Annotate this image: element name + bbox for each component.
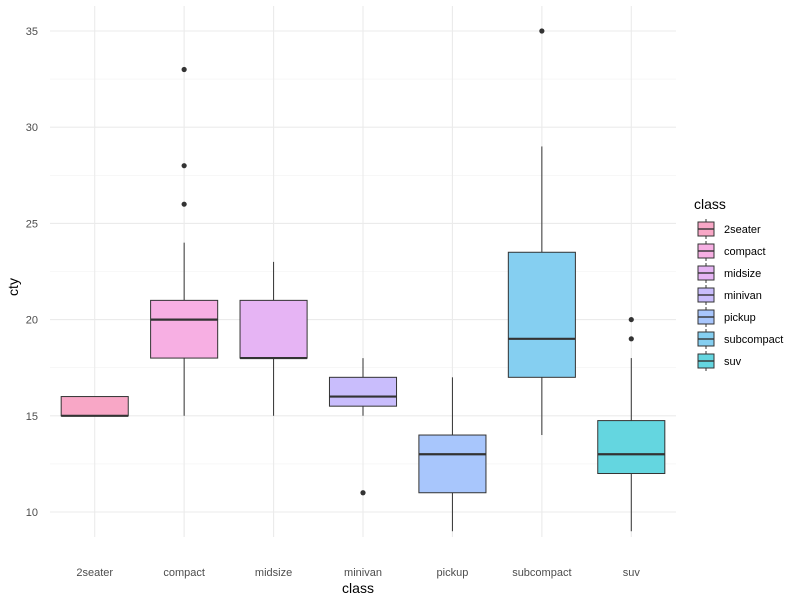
y-tick-label: 25 [26, 218, 38, 230]
outlier-point [181, 201, 187, 207]
legend-label: minivan [724, 290, 762, 302]
x-tick-label: compact [163, 567, 205, 579]
outlier-point [360, 490, 366, 496]
outlier-point [181, 66, 187, 73]
grid-layer [50, 6, 676, 537]
x-axis-title: class [342, 580, 374, 596]
x-tick-label: suv [623, 567, 641, 579]
box-pickup [418, 377, 487, 532]
axis-layer: 10 15 20 25 30 35 2seater compact midsize minivan… [26, 26, 641, 579]
box-midsize [239, 261, 308, 416]
box-body [328, 376, 398, 407]
x-tick-label: midsize [255, 567, 292, 579]
legend-item-midsize: midsize [697, 263, 761, 283]
x-tick-label: 2seater [76, 567, 113, 579]
legend-label: pickup [724, 312, 756, 324]
y-tick-label: 20 [26, 315, 38, 327]
box-body [239, 299, 308, 359]
legend-label: midsize [724, 268, 761, 280]
box-layer [60, 28, 666, 532]
y-axis-title: cty [5, 278, 21, 296]
box-body [60, 396, 129, 417]
legend-label: subcompact [724, 334, 783, 346]
box-compact [150, 66, 219, 416]
legend-item-suv: suv [697, 351, 742, 371]
y-tick-label: 30 [26, 122, 38, 134]
box-subcompact [507, 28, 576, 436]
x-tick-label: subcompact [512, 567, 571, 579]
box-body [507, 251, 576, 378]
legend-item-2seater: 2seater [697, 219, 761, 239]
y-tick-label: 35 [26, 26, 38, 38]
legend-title: class [694, 196, 726, 212]
box-minivan [328, 358, 398, 496]
legend: class 2seater compact midsize minivan pickup… [694, 196, 783, 371]
y-tick-label: 10 [26, 507, 38, 519]
x-tick-label: minivan [344, 567, 382, 579]
outlier-point [181, 163, 187, 169]
box-body [150, 299, 219, 359]
box-body [418, 434, 487, 494]
outlier-point [539, 28, 545, 34]
box-2seater [60, 396, 129, 417]
box-body [597, 420, 666, 475]
legend-label: suv [724, 356, 742, 368]
legend-item-pickup: pickup [697, 307, 756, 327]
legend-label: 2seater [724, 224, 761, 236]
y-tick-label: 15 [26, 411, 38, 423]
box-suv [597, 316, 666, 532]
legend-item-subcompact: subcompact [697, 329, 783, 349]
legend-label: compact [724, 246, 766, 258]
outlier-point [628, 336, 634, 342]
legend-item-compact: compact [697, 241, 766, 261]
x-tick-label: pickup [437, 567, 469, 579]
outlier-point [628, 316, 634, 323]
legend-item-minivan: minivan [697, 285, 762, 305]
